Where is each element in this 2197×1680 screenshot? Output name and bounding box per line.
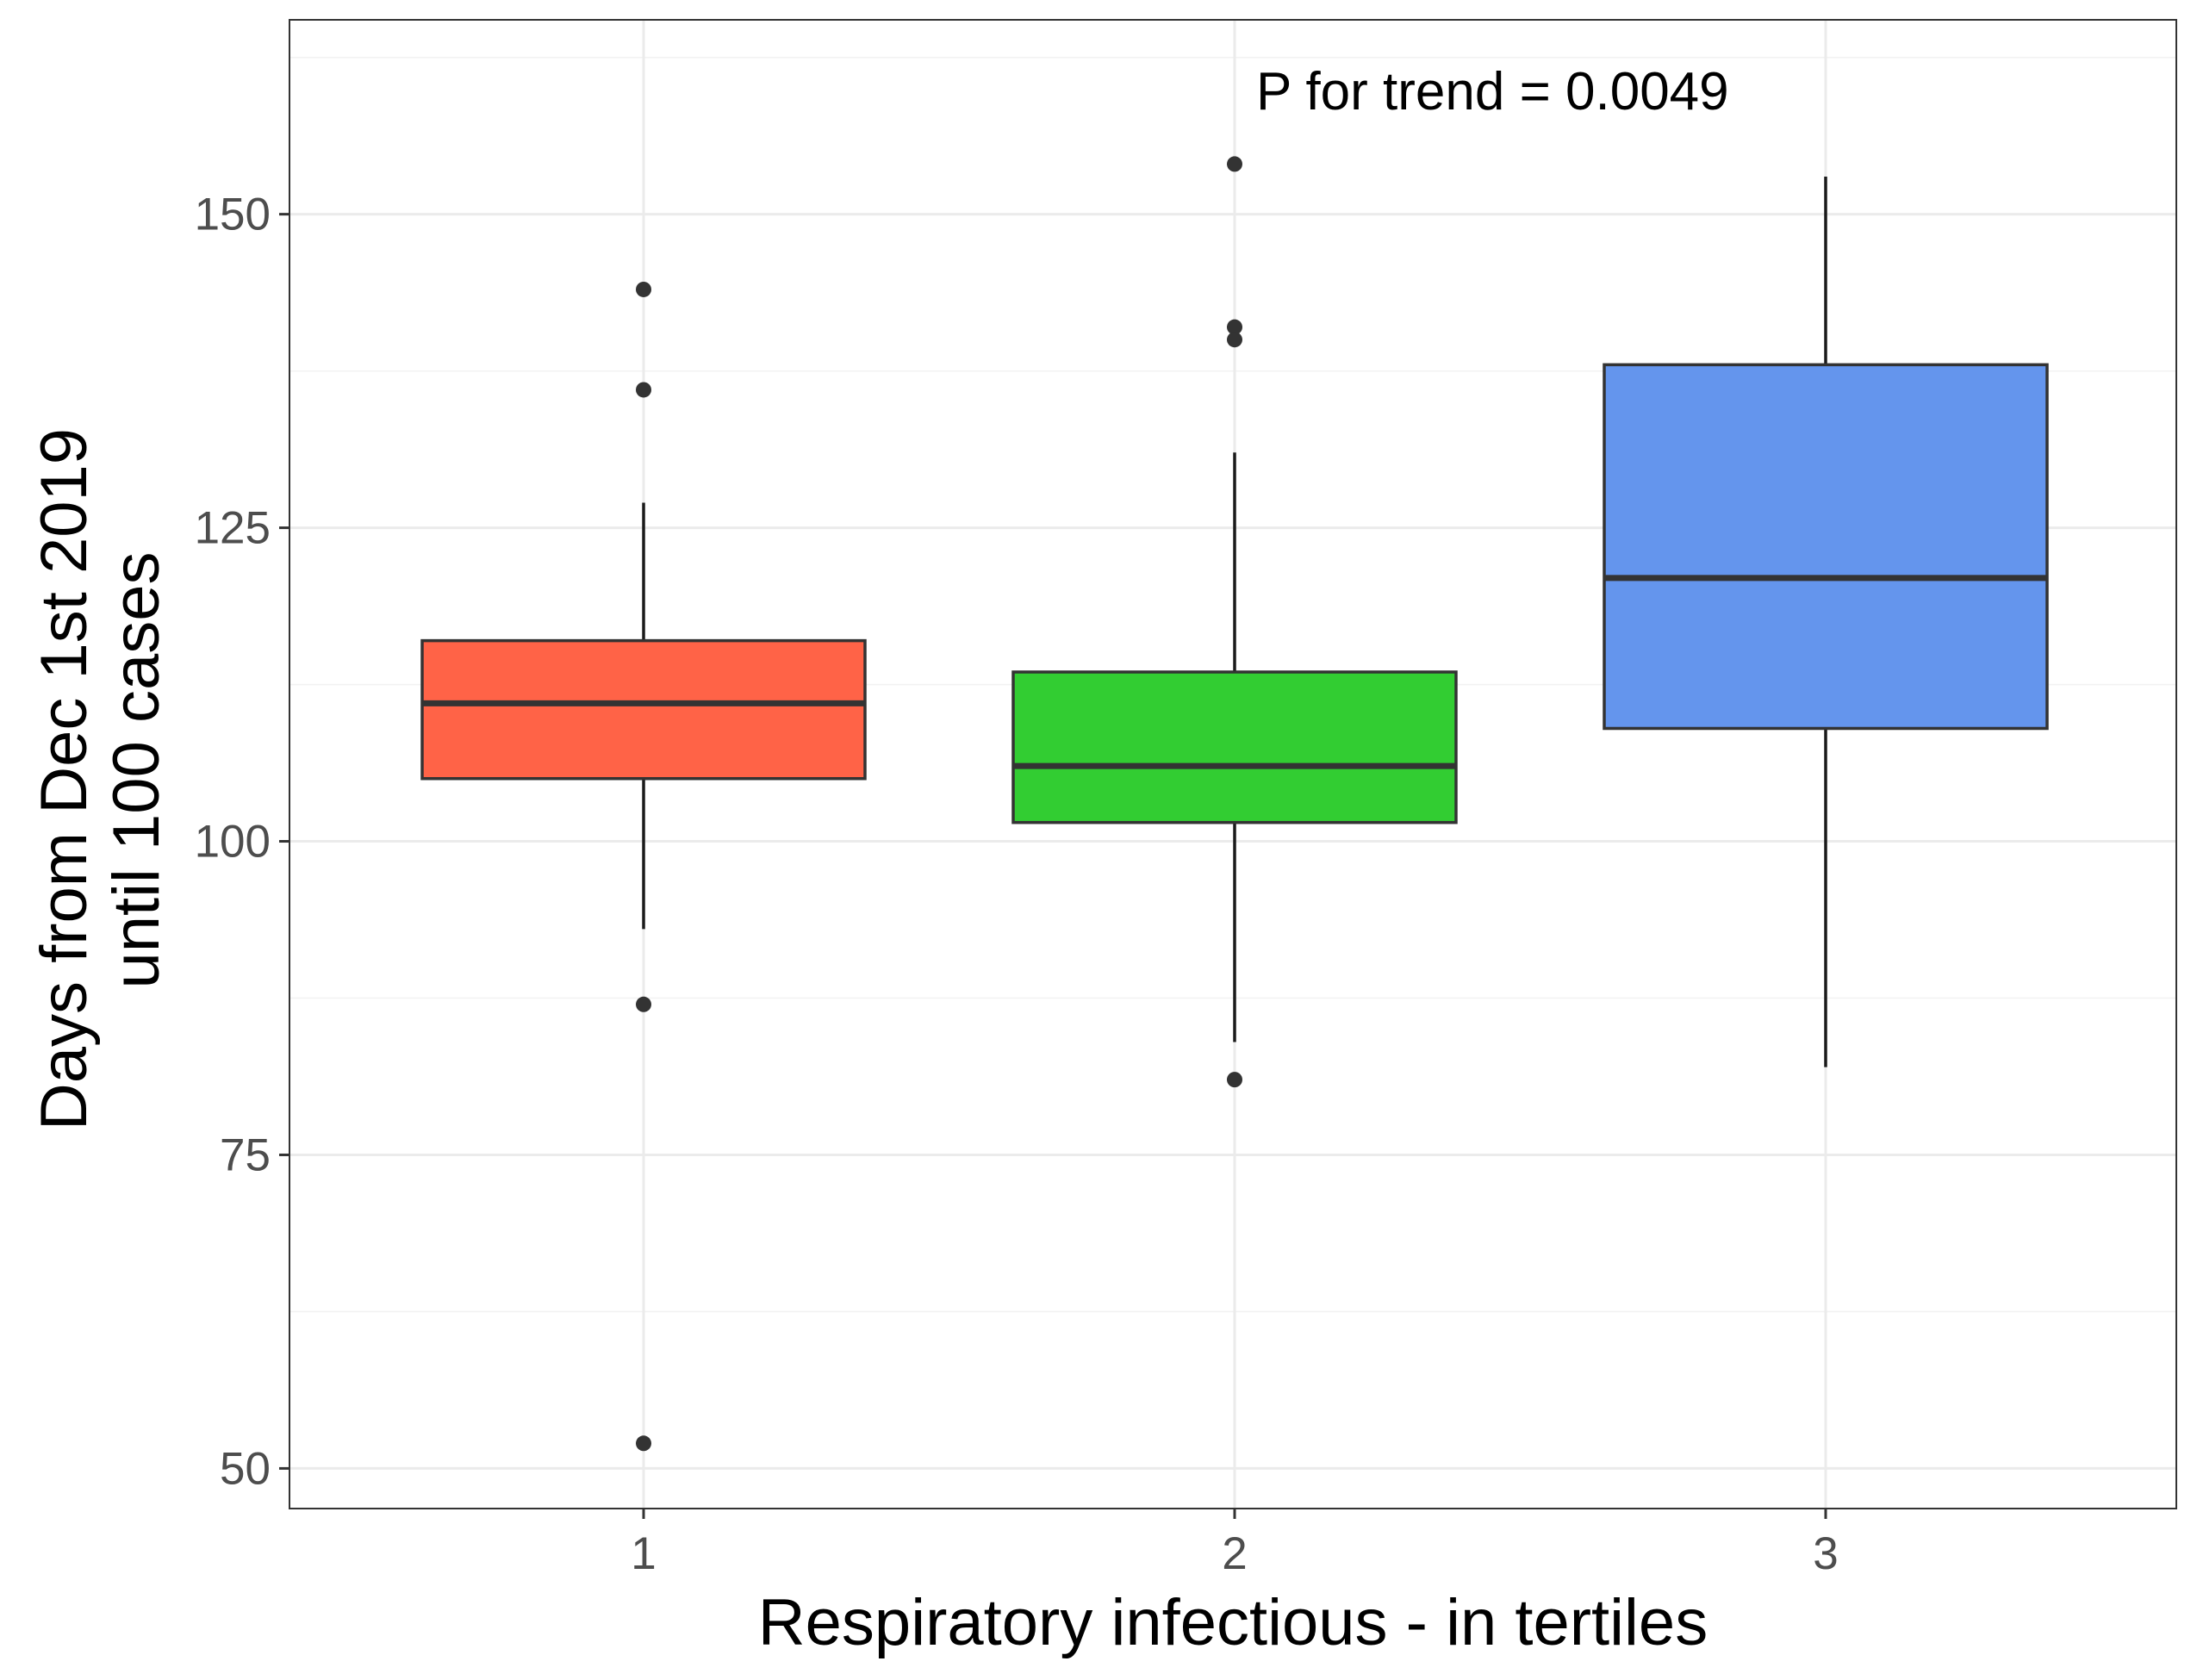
- y-tick-label: 100: [195, 817, 271, 868]
- y-axis-title-line-1: Days from Dec 1st 2019: [28, 428, 101, 1130]
- outlier-point: [1227, 332, 1242, 348]
- box-group-3: [1603, 176, 2049, 1067]
- box-group-1: [420, 281, 867, 1452]
- x-tick-label: 3: [1813, 1528, 1838, 1579]
- outlier-point: [636, 996, 651, 1012]
- p-trend-annotation: P for trend = 0.0049: [1256, 62, 1729, 121]
- axes: 50 75 100 125 150 1 2 3: [195, 190, 1839, 1579]
- box-iqr: [1603, 363, 2049, 731]
- outlier-point: [1227, 156, 1242, 172]
- outlier-point: [636, 1435, 651, 1452]
- y-tick-label: 75: [220, 1129, 271, 1180]
- y-tick-label: 150: [195, 190, 271, 240]
- x-tick-label: 1: [631, 1528, 656, 1579]
- box-iqr: [1011, 670, 1458, 824]
- box-iqr: [420, 638, 867, 781]
- y-axis-title: Days from Dec 1st 2019 until 100 cases: [28, 410, 173, 1130]
- x-tick-label: 2: [1222, 1528, 1247, 1579]
- x-axis-title: Respiratory infectious - in tertiles: [758, 1586, 1708, 1659]
- outlier-point: [1227, 319, 1242, 335]
- plot-panel-border: [289, 19, 2177, 1509]
- outlier-point: [636, 281, 651, 297]
- y-tick-label: 50: [220, 1443, 271, 1494]
- box-series: [420, 156, 2049, 1452]
- outlier-point: [636, 382, 651, 398]
- y-axis-title-line-2: until 100 cases: [100, 552, 173, 989]
- outlier-point: [1227, 1072, 1242, 1088]
- box-group-2: [1011, 156, 1458, 1088]
- y-tick-label: 125: [195, 503, 271, 554]
